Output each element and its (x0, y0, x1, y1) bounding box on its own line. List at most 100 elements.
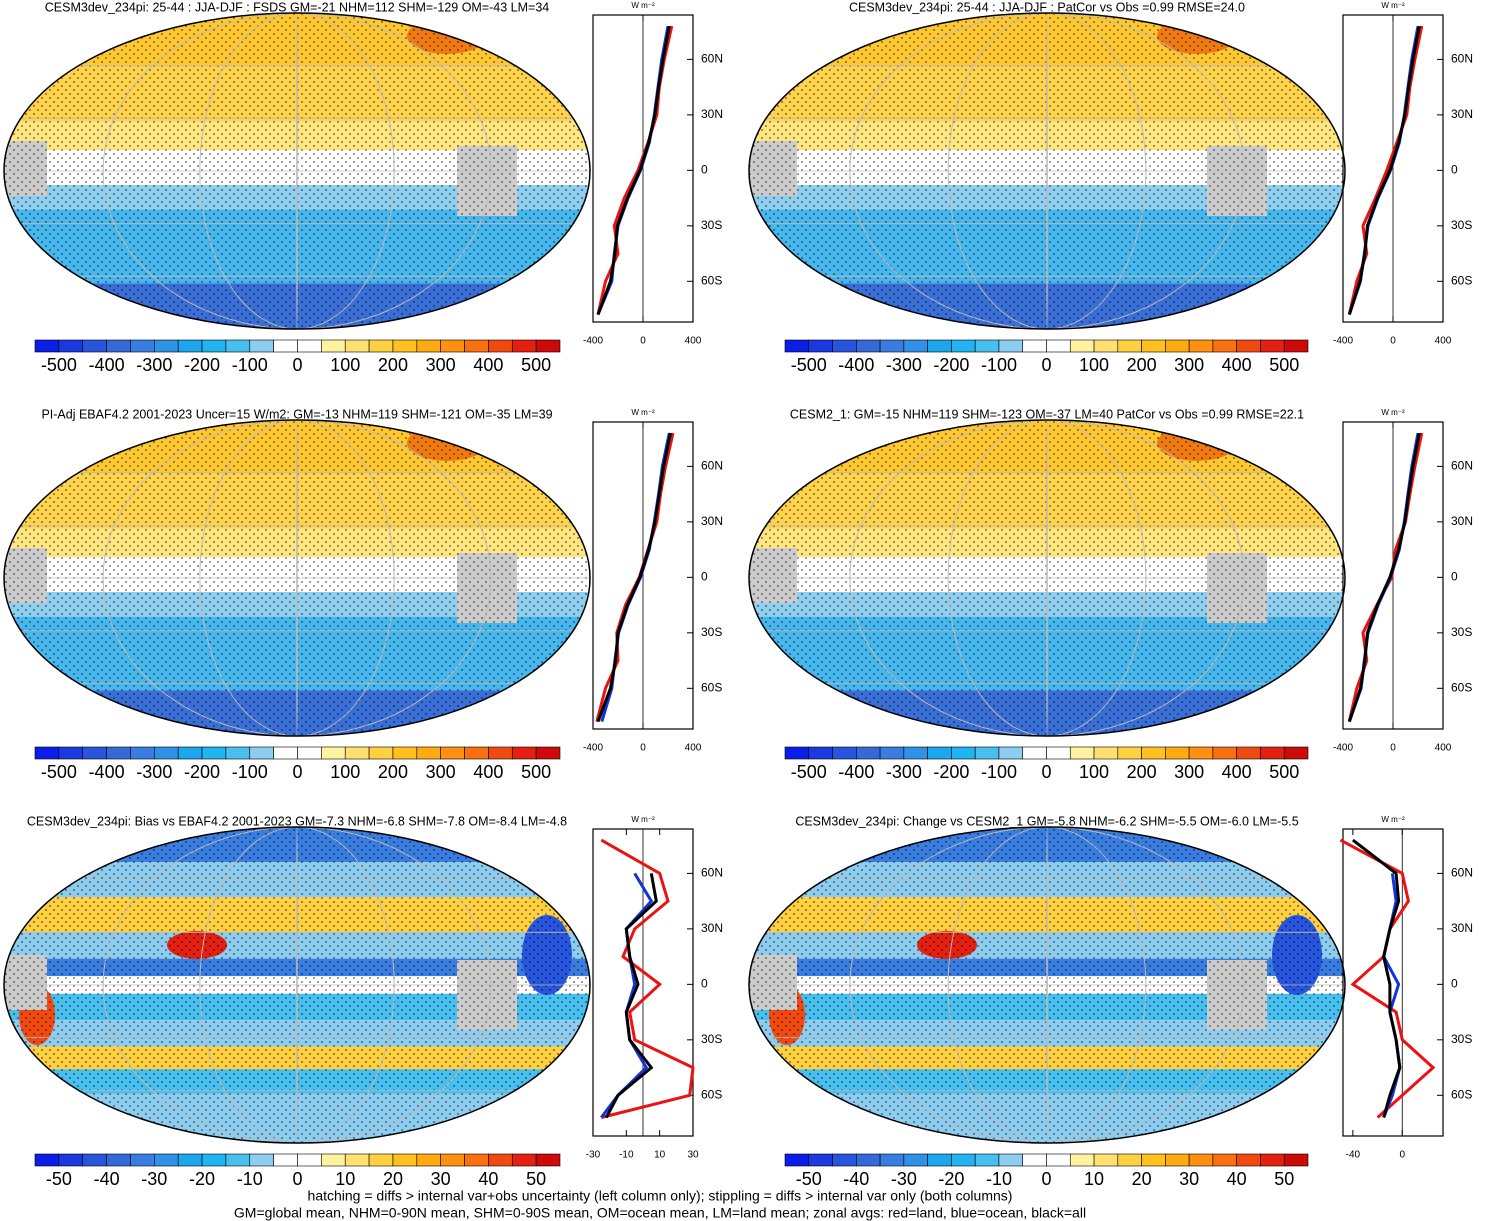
zonal-line (1382, 873, 1402, 1119)
colorbar-box (832, 1153, 857, 1167)
panel: CESM3dev_234pi: 25-44 : JJA-DJF : PatCor… (748, 0, 1473, 375)
colorbar-label: 100 (330, 762, 360, 782)
colorbar-box (1212, 1153, 1237, 1167)
y-tick-label: 60N (701, 866, 723, 880)
colorbar-box (784, 746, 810, 760)
colorbar-box (58, 746, 84, 760)
colorbar-box (177, 339, 203, 353)
colorbar-box (225, 1153, 251, 1167)
colorbar-label: -400 (89, 355, 125, 375)
colorbar-box (34, 1153, 60, 1167)
zonal-unit: W m⁻² (1381, 408, 1405, 417)
panel-title: PI-Adj EBAF4.2 2001-2023 Uncer=15 W/m2: … (41, 407, 552, 421)
colorbar-label: 400 (473, 355, 503, 375)
colorbar-box (1212, 339, 1237, 353)
colorbar-label: 20 (383, 1169, 403, 1189)
x-tick-label: 400 (1435, 336, 1452, 347)
panel: CESM3dev_234pi: Bias vs EBAF4.2 2001-202… (3, 814, 723, 1189)
zonal-unit: W m⁻² (631, 408, 655, 417)
map-graticule (947, 420, 1147, 736)
map-graticule (947, 827, 1147, 1143)
panel: PI-Adj EBAF4.2 2001-2023 Uncer=15 W/m2: … (3, 407, 723, 782)
panel: CESM3dev_234pi: Change vs CESM2_1 GM=-5.… (748, 814, 1473, 1189)
map-border (3, 419, 591, 737)
colorbar-box (1046, 1153, 1071, 1167)
colorbar-box (392, 1153, 418, 1167)
colorbar-box (177, 1153, 203, 1167)
x-tick-label: 30 (687, 1150, 699, 1161)
colorbar-box (1046, 746, 1071, 760)
colorbar-box (416, 1153, 441, 1167)
colorbar-box (808, 339, 833, 353)
colorbar-box (951, 746, 976, 760)
colorbar-box (392, 746, 418, 760)
panel: CESM2_1: GM=-15 NHM=119 SHM=-123 OM=-37 … (748, 407, 1473, 782)
colorbar-box (1188, 1153, 1214, 1167)
map-graticule (296, 13, 298, 329)
x-tick-label: 10 (654, 1150, 666, 1161)
colorbar-label: 200 (1127, 355, 1157, 375)
zonal-line (1339, 838, 1436, 1119)
colorbar-box (1212, 746, 1237, 760)
y-tick-label: 0 (701, 570, 708, 584)
colorbar-label: 0 (1041, 355, 1051, 375)
colorbar-box (535, 339, 561, 353)
colorbar-box (464, 1153, 489, 1167)
colorbar-label: 50 (1274, 1169, 1294, 1189)
map-graticule (199, 827, 395, 1143)
colorbar-box (832, 339, 857, 353)
colorbar-label: -50 (796, 1169, 822, 1189)
colorbar-label: 100 (1079, 762, 1109, 782)
colorbar-box (1093, 746, 1119, 760)
colorbar-box (1260, 339, 1285, 353)
colorbar-box (82, 339, 107, 353)
colorbar-box (1069, 746, 1095, 760)
y-tick-label: 30N (1451, 514, 1473, 528)
colorbar-box (927, 746, 952, 760)
y-tick-label: 30S (701, 625, 722, 639)
colorbar-box (927, 1153, 952, 1167)
map-graticule (849, 827, 1245, 1143)
zonal-unit: W m⁻² (631, 815, 655, 824)
colorbar-box (106, 1153, 131, 1167)
colorbar-label: 200 (378, 762, 408, 782)
colorbar-box (225, 746, 251, 760)
colorbar-box (808, 746, 833, 760)
map-graticule (1046, 827, 1048, 1143)
zonal-unit: W m⁻² (1381, 815, 1405, 824)
colorbar-label: -300 (886, 355, 922, 375)
y-tick-label: 60S (1451, 680, 1472, 694)
colorbar-box (511, 339, 537, 353)
colorbar-box (856, 1153, 881, 1167)
colorbar-box (1188, 339, 1214, 353)
colorbar-label: 0 (292, 355, 302, 375)
colorbar-box (535, 746, 561, 760)
zonal-line (1347, 25, 1421, 316)
y-tick-label: 0 (701, 163, 708, 177)
colorbar-box (201, 1153, 227, 1167)
x-tick-label: -400 (583, 336, 603, 347)
map-border (748, 826, 1346, 1144)
y-tick-label: 30N (1451, 921, 1473, 935)
colorbar-box (1069, 339, 1095, 353)
y-tick-label: 0 (1451, 570, 1458, 584)
colorbar-label: 300 (426, 762, 456, 782)
colorbar-box (368, 339, 394, 353)
map-graticule (947, 13, 1147, 329)
x-tick-label: 0 (640, 336, 646, 347)
colorbar-box (784, 1153, 810, 1167)
colorbar-box (297, 746, 322, 760)
colorbar-label: -300 (136, 355, 172, 375)
colorbar-box (998, 1153, 1024, 1167)
colorbar-box (856, 746, 881, 760)
colorbar-box (488, 339, 513, 353)
colorbar-box (106, 339, 131, 353)
colorbar-label: 400 (1222, 762, 1252, 782)
colorbar-box (1236, 1153, 1261, 1167)
colorbar-label: -300 (886, 762, 922, 782)
colorbar-box (249, 746, 274, 760)
colorbar-box (344, 339, 370, 353)
colorbar-label: -10 (237, 1169, 263, 1189)
colorbar-box (1236, 746, 1261, 760)
colorbar-box (34, 339, 60, 353)
